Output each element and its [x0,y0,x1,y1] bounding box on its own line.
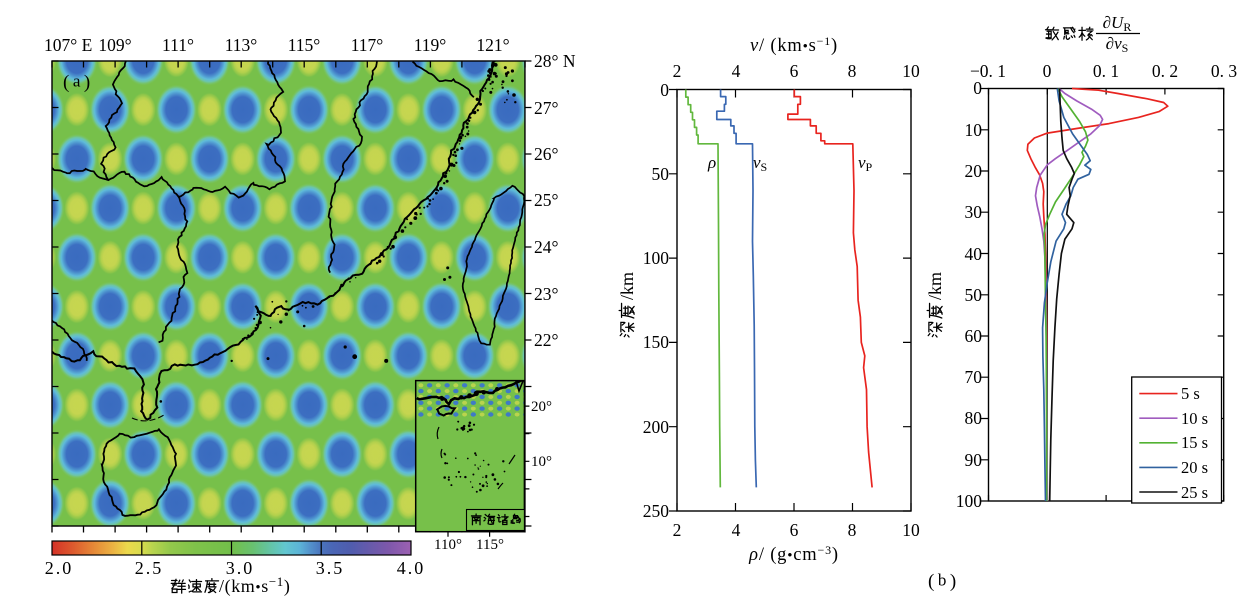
svg-text:25 s: 25 s [1181,483,1208,502]
svg-text:0. 2: 0. 2 [1152,61,1178,81]
svg-text:25°: 25° [534,190,559,210]
svg-text:6: 6 [790,61,799,81]
svg-text:vS: vS [753,153,767,174]
svg-text:0. 3: 0. 3 [1211,61,1238,81]
svg-text:5 s: 5 s [1181,384,1200,403]
svg-text:110°: 110° [434,537,462,553]
svg-text:10 s: 10 s [1181,409,1208,428]
svg-text:(a): (a) [63,72,90,94]
svg-text:/km: /km [925,272,945,300]
svg-text:10: 10 [965,120,983,140]
svg-text:(b): (b) [928,571,956,593]
svg-text:107° E: 107° E [44,35,92,55]
svg-text:2.5: 2.5 [135,558,164,578]
svg-text:100: 100 [956,491,983,511]
svg-text:115°: 115° [476,537,504,553]
svg-text:26°: 26° [534,144,559,164]
svg-text:70: 70 [965,367,983,387]
svg-text:22°: 22° [534,330,559,350]
svg-text:15 s: 15 s [1181,433,1208,452]
svg-text:28° N: 28° N [534,51,576,71]
svg-text:−0. 1: −0. 1 [970,61,1006,81]
svg-text:50: 50 [965,285,983,305]
svg-text:ρ: ρ [707,153,716,172]
svg-text:80: 80 [965,408,983,428]
svg-text:4: 4 [732,61,741,81]
svg-text:0: 0 [1043,61,1052,81]
svg-text:/(km•s−1): /(km•s−1) [219,574,291,597]
svg-text:109°: 109° [98,35,131,55]
svg-text:10: 10 [902,61,920,81]
svg-text:0. 1: 0. 1 [1093,61,1119,81]
svg-text:8: 8 [848,61,857,81]
svg-text:50: 50 [652,164,670,184]
svg-text:3.0: 3.0 [226,558,255,578]
svg-text:121°: 121° [476,35,509,55]
svg-text:40: 40 [965,244,983,264]
svg-text:4: 4 [732,520,741,540]
svg-text:10: 10 [902,520,920,540]
svg-text:119°: 119° [414,35,447,55]
svg-text:90: 90 [965,450,983,470]
svg-text:2.0: 2.0 [45,558,74,578]
svg-text:27°: 27° [534,98,559,118]
svg-text:60: 60 [965,326,983,346]
svg-text:ρ/ (g•cm−3): ρ/ (g•cm−3) [748,543,839,565]
svg-text:8: 8 [848,520,857,540]
svg-text:150: 150 [643,332,670,352]
svg-text:115°: 115° [288,35,321,55]
svg-text:23°: 23° [534,284,559,304]
svg-text:3.5: 3.5 [316,558,345,578]
svg-text:20 s: 20 s [1181,458,1208,477]
svg-text:20: 20 [965,161,983,181]
svg-text:20°: 20° [531,399,552,415]
svg-text:0: 0 [973,78,982,98]
svg-text:111°: 111° [162,35,194,55]
svg-text:113°: 113° [225,35,258,55]
svg-text:250: 250 [643,501,670,521]
svg-text:0: 0 [660,80,669,100]
svg-text:∂UR: ∂UR [1103,13,1132,34]
svg-text:100: 100 [643,248,670,268]
svg-text:vP: vP [858,153,873,174]
svg-text:/km: /km [617,272,637,300]
svg-text:v/ (km•s−1): v/ (km•s−1) [750,34,838,56]
svg-text:4.0: 4.0 [397,558,426,578]
svg-text:30: 30 [965,202,983,222]
svg-text:2: 2 [673,520,682,540]
svg-text:2: 2 [673,61,682,81]
svg-text:6: 6 [790,520,799,540]
svg-text:∂vS: ∂vS [1106,34,1129,55]
svg-text:117°: 117° [351,35,384,55]
svg-text:24°: 24° [534,237,559,257]
svg-text:10°: 10° [531,454,552,470]
svg-text:200: 200 [643,417,670,437]
